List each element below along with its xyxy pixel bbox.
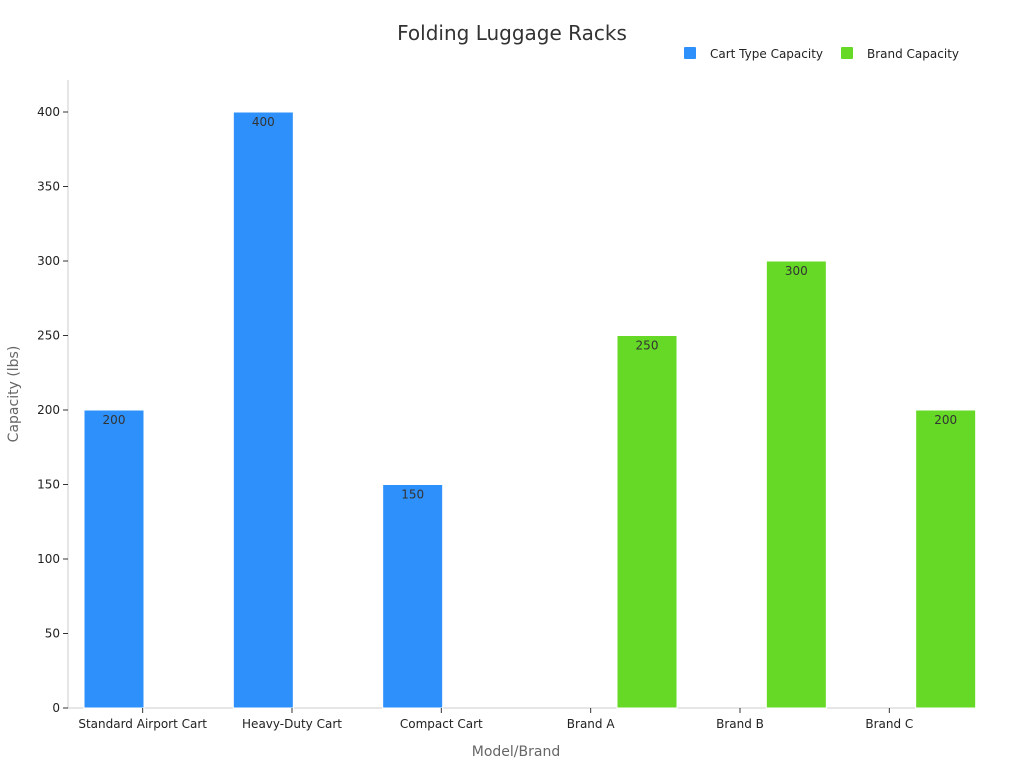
x-tick-label: Heavy-Duty Cart bbox=[242, 717, 342, 731]
bar bbox=[83, 409, 145, 709]
chart-title: Folding Luggage Racks bbox=[397, 21, 627, 45]
y-tick-label: 350 bbox=[37, 180, 60, 194]
y-ticks: 0 50 100 150 200 250 300 350 400 bbox=[37, 105, 68, 715]
bar bbox=[616, 335, 678, 709]
x-tick-label: Compact Cart bbox=[400, 717, 483, 731]
data-label: 200 bbox=[103, 413, 126, 427]
y-tick-label: 250 bbox=[37, 329, 60, 343]
data-label: 250 bbox=[636, 339, 659, 353]
y-tick-label: 100 bbox=[37, 552, 60, 566]
legend-swatch-cart-type bbox=[684, 47, 696, 59]
y-axis-title: Capacity (lbs) bbox=[6, 346, 22, 443]
data-label: 300 bbox=[785, 264, 808, 278]
bar bbox=[765, 260, 827, 709]
bar bbox=[232, 111, 294, 709]
bars: 200 400 150 250 300 200 bbox=[83, 111, 977, 709]
y-tick-label: 0 bbox=[52, 701, 60, 715]
x-tick-label: Brand C bbox=[865, 717, 913, 731]
data-label: 200 bbox=[934, 413, 957, 427]
data-label: 150 bbox=[401, 488, 424, 502]
y-tick-label: 300 bbox=[37, 254, 60, 268]
y-tick-label: 200 bbox=[37, 403, 60, 417]
data-label: 400 bbox=[252, 115, 275, 129]
bar bbox=[915, 409, 977, 709]
legend-label-brand: Brand Capacity bbox=[867, 47, 959, 61]
legend-swatch-brand bbox=[841, 47, 853, 59]
y-tick-label: 150 bbox=[37, 478, 60, 492]
bar bbox=[382, 484, 444, 709]
x-tick-label: Brand A bbox=[567, 717, 616, 731]
y-tick-label: 400 bbox=[37, 105, 60, 119]
x-tick-label: Standard Airport Cart bbox=[78, 717, 207, 731]
x-axis-title: Model/Brand bbox=[472, 744, 560, 760]
legend: Cart Type Capacity Brand Capacity bbox=[684, 47, 959, 61]
y-tick-label: 50 bbox=[45, 627, 60, 641]
x-tick-label: Brand B bbox=[716, 717, 764, 731]
legend-label-cart-type: Cart Type Capacity bbox=[710, 47, 823, 61]
x-ticks: Standard Airport Cart Heavy-Duty Cart Comp… bbox=[78, 708, 913, 731]
